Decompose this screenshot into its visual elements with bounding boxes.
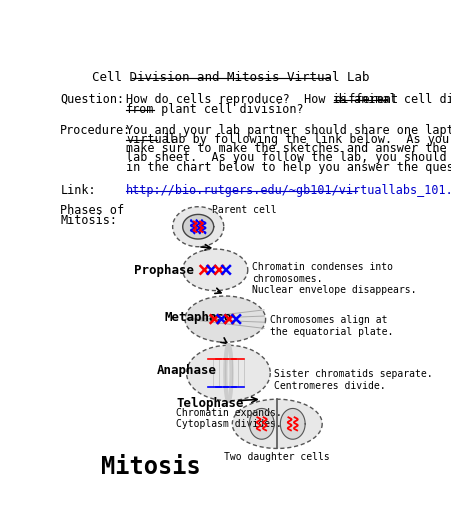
Ellipse shape xyxy=(281,408,305,439)
Text: Anaphase: Anaphase xyxy=(157,364,217,377)
Text: make sure to make the sketches and answer the questions on this: make sure to make the sketches and answe… xyxy=(126,142,451,155)
Text: Parent cell: Parent cell xyxy=(212,205,277,215)
Ellipse shape xyxy=(173,207,224,247)
Text: Two daughter cells: Two daughter cells xyxy=(225,452,330,462)
Text: plant cell division?: plant cell division? xyxy=(154,103,304,116)
Text: How do cells reproduce?  How is animal cell division: How do cells reproduce? How is animal ce… xyxy=(126,93,451,106)
Text: Mitosis:: Mitosis: xyxy=(60,214,117,227)
Text: Question:: Question: xyxy=(60,93,124,106)
Text: lab sheet.  As you follow the lab, you should use the information: lab sheet. As you follow the lab, you sh… xyxy=(126,151,451,165)
Text: Chromosomes align at
the equatorial plate.: Chromosomes align at the equatorial plat… xyxy=(270,315,393,337)
Text: Prophase: Prophase xyxy=(134,263,194,277)
Text: Chromatin expands.
Cytoplasm divides.: Chromatin expands. Cytoplasm divides. xyxy=(176,408,282,429)
Ellipse shape xyxy=(232,399,322,449)
Text: virtual: virtual xyxy=(126,133,176,146)
Text: Telophase: Telophase xyxy=(176,397,244,410)
Text: Metaphase: Metaphase xyxy=(165,312,232,324)
Text: Phases of: Phases of xyxy=(60,204,124,217)
Text: Cell Division and Mitosis Virtual Lab: Cell Division and Mitosis Virtual Lab xyxy=(92,71,369,84)
Text: different: different xyxy=(334,93,398,106)
Ellipse shape xyxy=(183,214,214,239)
Text: in the chart below to help you answer the questions.: in the chart below to help you answer th… xyxy=(126,160,451,174)
Text: Link:: Link: xyxy=(60,184,96,197)
Text: from: from xyxy=(126,103,155,116)
Text: Chromatin condenses into
chromosomes.
Nuclear envelope disappears.: Chromatin condenses into chromosomes. Nu… xyxy=(252,262,416,295)
Ellipse shape xyxy=(183,249,248,290)
Text: Sister chromatids separate.
Centromeres divide.: Sister chromatids separate. Centromeres … xyxy=(274,369,433,391)
Text: Mitosis: Mitosis xyxy=(101,455,201,479)
Text: lab by following the link below.  As you complete the lab,: lab by following the link below. As you … xyxy=(157,133,451,146)
Text: Procedure:: Procedure: xyxy=(60,124,132,136)
Ellipse shape xyxy=(185,296,266,342)
Ellipse shape xyxy=(249,408,274,439)
Text: http://bio.rutgers.edu/~gb101/virtuallabs_101.html: http://bio.rutgers.edu/~gb101/virtuallab… xyxy=(126,184,451,197)
Text: You and your lab partner should share one laptop to complete the: You and your lab partner should share on… xyxy=(126,124,451,136)
Ellipse shape xyxy=(187,345,270,401)
